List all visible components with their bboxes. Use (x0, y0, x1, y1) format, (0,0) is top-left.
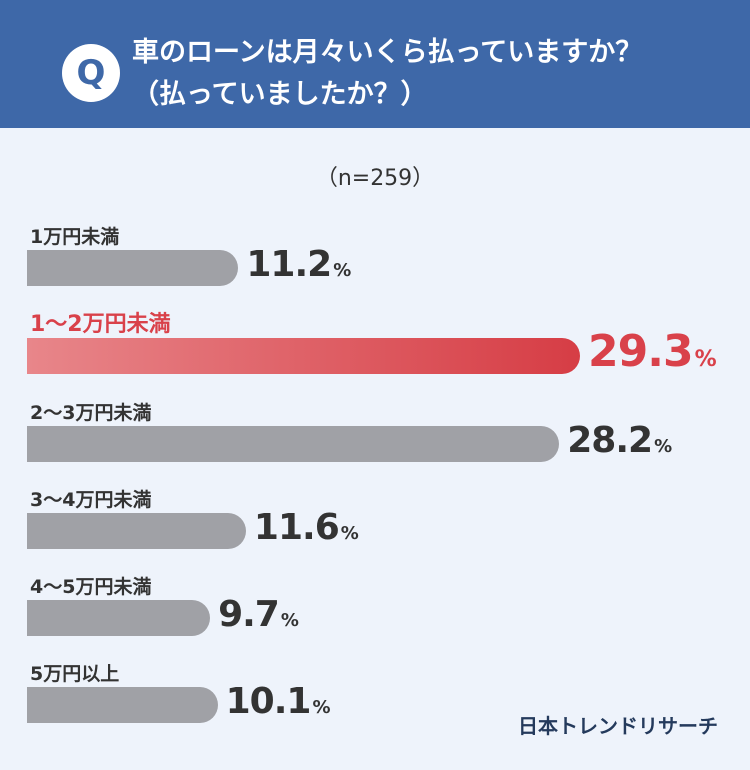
value-label: 29.3% (588, 326, 717, 377)
category-label: 4〜5万円未満 (30, 572, 151, 599)
value-label: 28.2% (567, 420, 672, 461)
brand-logo: 日本トレンドリサーチ (518, 710, 718, 739)
question-header: Q 車のローンは月々いくら払っていますか？ （払っていましたか？） (0, 0, 750, 128)
bar (27, 513, 246, 549)
bar (27, 250, 238, 286)
bar (27, 687, 218, 723)
question-text-line2: （払っていましたか？） (132, 72, 428, 111)
category-label: 3〜4万円未満 (30, 485, 151, 512)
bar (27, 600, 210, 636)
category-label: 1〜2万円未満 (30, 306, 171, 338)
category-label: 5万円以上 (30, 659, 119, 686)
bar (27, 426, 559, 462)
value-label: 11.2% (246, 244, 351, 285)
sample-size: （n=259） (0, 160, 750, 192)
question-text-line1: 車のローンは月々いくら払っていますか？ (132, 30, 642, 69)
value-label: 9.7% (218, 594, 299, 635)
value-label: 11.6% (254, 507, 359, 548)
value-label: 10.1% (226, 681, 331, 722)
bar (27, 338, 580, 374)
category-label: 2〜3万円未満 (30, 398, 151, 425)
category-label: 1万円未満 (30, 222, 119, 249)
question-badge: Q (62, 44, 120, 102)
